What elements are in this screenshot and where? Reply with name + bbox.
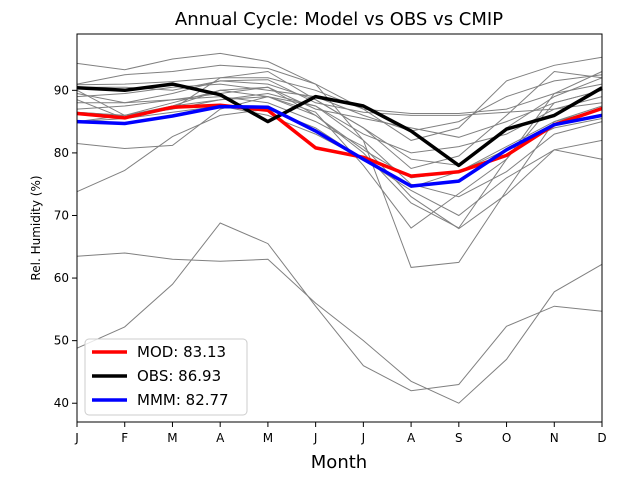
y-tick-label: 70 [54, 208, 69, 222]
x-tick-label: M [167, 431, 177, 445]
x-tick-label: M [263, 431, 273, 445]
cmip-line-14 [76, 222, 603, 392]
cmip-line-1 [76, 52, 603, 198]
cmip-line-7 [76, 96, 603, 179]
legend-label-obs: OBS: 86.93 [137, 367, 221, 385]
x-tick-label: N [550, 431, 559, 445]
cmip-line-8 [76, 71, 603, 229]
cmip-line-18 [76, 74, 603, 132]
x-tick-label: A [216, 431, 225, 445]
x-tick-label: A [407, 431, 416, 445]
x-tick-label: J [313, 431, 318, 445]
x-tick-label: J [74, 431, 79, 445]
main-lines [76, 82, 603, 188]
x-tick-label: D [597, 431, 606, 445]
series-line-obs [76, 82, 603, 168]
x-axis-label: Month [311, 452, 367, 473]
y-axis-ticks: 40 50 60 70 80 90 [54, 83, 77, 410]
y-tick-label: 40 [54, 396, 69, 410]
cmip-line-2 [76, 77, 603, 114]
legend-label-mmm: MMM: 82.77 [137, 391, 229, 409]
y-tick-label: 90 [54, 83, 69, 97]
x-tick-label: S [455, 431, 463, 445]
plot-area [76, 33, 603, 423]
x-tick-label: F [121, 431, 128, 445]
x-tick-label: O [502, 431, 511, 445]
cmip-line-3 [77, 79, 603, 116]
y-axis-label: Rel. Humidity (%) [29, 175, 43, 280]
series-line-mmm [76, 104, 603, 188]
plot-frame [76, 33, 603, 423]
y-tick-label: 80 [54, 146, 69, 160]
legend-label-mod: MOD: 83.13 [137, 343, 226, 361]
cmip-line-9 [76, 56, 603, 141]
y-tick-label: 60 [54, 271, 69, 285]
legend-box [84, 338, 248, 416]
series-line-mod [76, 103, 603, 178]
legend: MOD: 83.13 OBS: 86.93 MMM: 82.77 [84, 338, 248, 416]
cmip-line-13 [76, 252, 603, 404]
cmip-line-10 [76, 86, 603, 229]
cmip-line-16 [76, 96, 603, 230]
x-tick-label: J [361, 431, 366, 445]
chart-title: Annual Cycle: Model vs OBS vs CMIP [175, 9, 503, 30]
y-tick-label: 50 [54, 334, 69, 348]
